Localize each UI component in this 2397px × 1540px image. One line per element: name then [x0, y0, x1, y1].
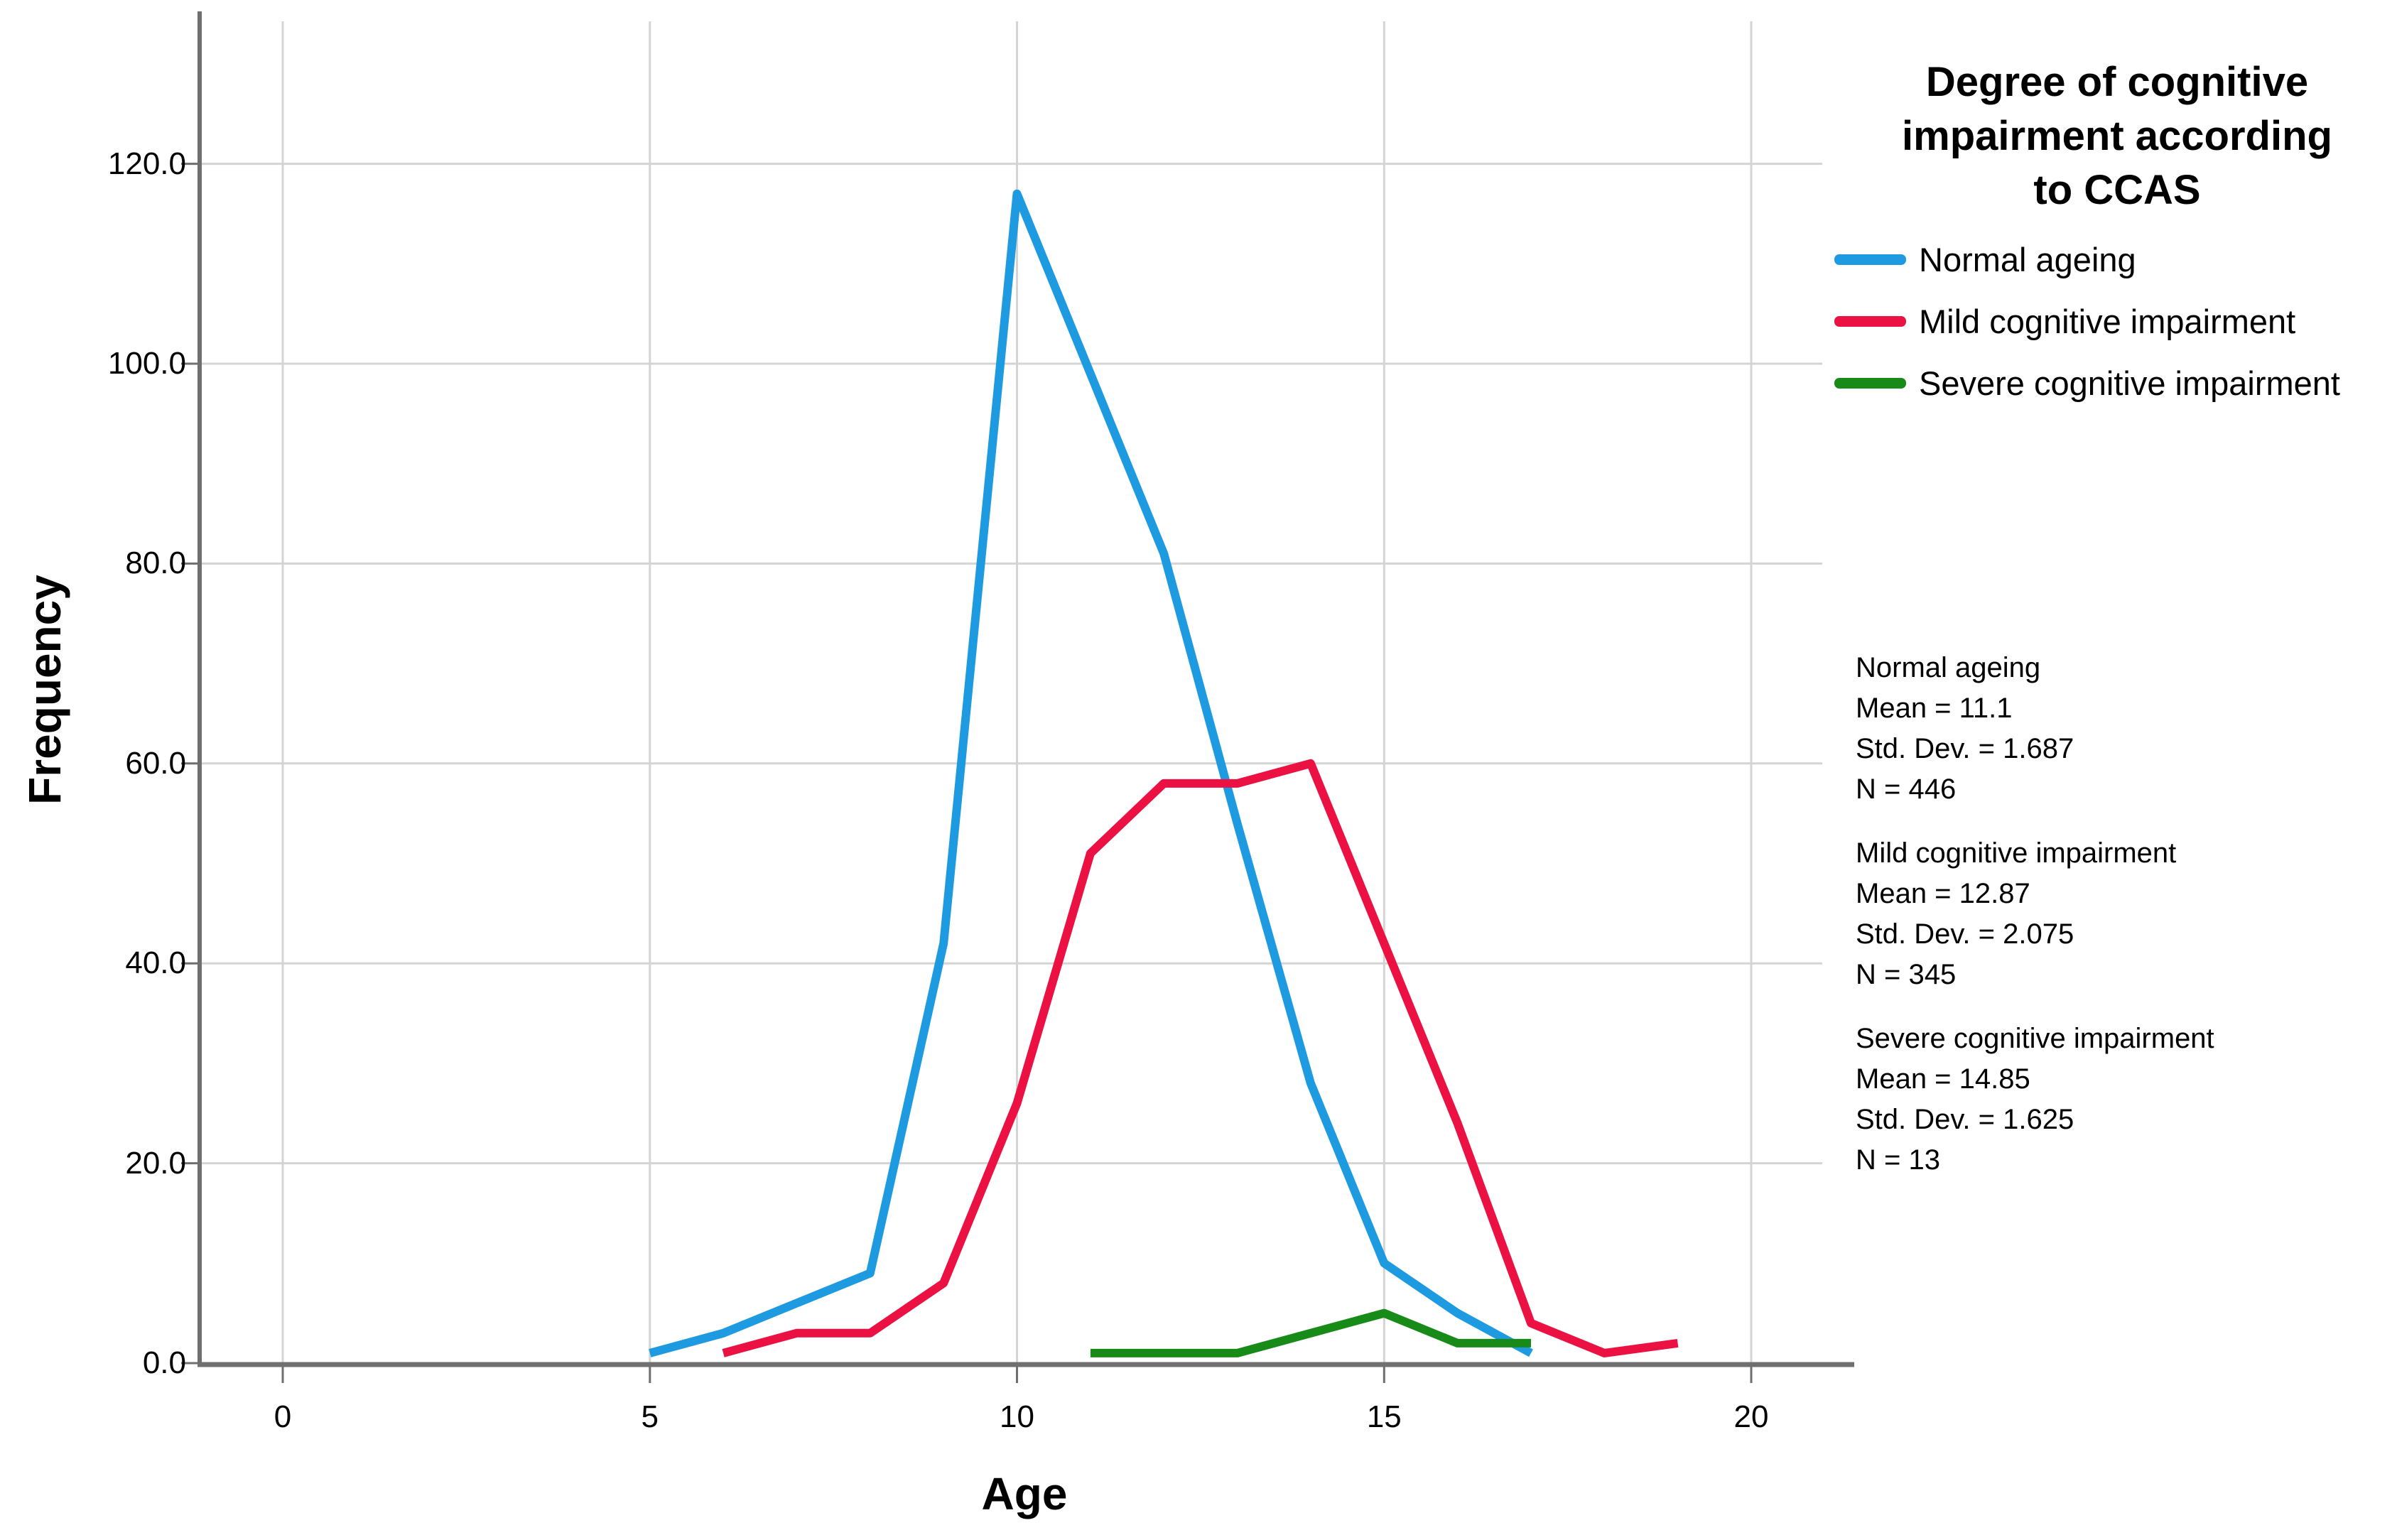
- legend-title-line: Degree of cognitive: [1925, 59, 2309, 105]
- stats-group: Severe cognitive impairment Mean = 14.85 S…: [1856, 1019, 2214, 1181]
- legend-title-line: impairment according: [1902, 113, 2332, 159]
- series-line-severe-cognitive-impairment: [1090, 1308, 1531, 1357]
- x-tick-label: 5: [641, 1399, 659, 1434]
- stats-line: N = 345: [1856, 959, 1957, 990]
- y-tick-label: 40.0: [125, 945, 186, 981]
- stats-line: Mean = 12.87: [1856, 878, 2030, 909]
- legend-label: Severe cognitive impairment: [1919, 364, 2340, 402]
- x-axis-title: Age: [981, 1468, 1068, 1519]
- legend: Normal ageing Mild cognitive impairment Se…: [1834, 229, 2340, 414]
- axes: [181, 11, 1854, 1383]
- y-tick-label: 0.0: [142, 1345, 186, 1380]
- stats-group: Normal ageing Mean = 11.1 Std. Dev. = 1.68…: [1856, 648, 2214, 810]
- series-line-normal-ageing: [649, 189, 1533, 1357]
- stats-group: Mild cognitive impairment Mean = 12.87 Std…: [1856, 833, 2214, 995]
- stats-line: Normal ageing: [1856, 652, 2041, 683]
- stats-line: Severe cognitive impairment: [1856, 1023, 2214, 1054]
- legend-item-mild-cognitive-impairment: Mild cognitive impairment: [1834, 291, 2340, 352]
- stats-line: N = 13: [1856, 1144, 1940, 1176]
- stats-line: Mean = 14.85: [1856, 1063, 2030, 1095]
- stats-line: Mild cognitive impairment: [1856, 837, 2177, 869]
- y-tick-label: 80.0: [125, 546, 186, 581]
- legend-title-line: to CCAS: [2033, 167, 2201, 213]
- x-tick-label: 15: [1366, 1399, 1402, 1434]
- y-tick-label: 120.0: [107, 146, 186, 181]
- y-tick-label: 100.0: [107, 346, 186, 381]
- legend-label: Normal ageing: [1919, 241, 2136, 278]
- stats-annotations: Normal ageing Mean = 11.1 Std. Dev. = 1.68…: [1856, 648, 2214, 1204]
- series-line-mild-cognitive-impairment: [722, 759, 1679, 1357]
- stats-line: Std. Dev. = 1.625: [1856, 1104, 2074, 1135]
- legend-item-severe-cognitive-impairment: Severe cognitive impairment: [1834, 352, 2340, 414]
- stats-line: N = 446: [1856, 774, 1957, 805]
- legend-title: Degree of cognitive impairment according t…: [1890, 55, 2344, 217]
- legend-swatch: [1834, 378, 1906, 389]
- stats-line: Std. Dev. = 2.075: [1856, 918, 2074, 950]
- gridlines: [200, 21, 1822, 1365]
- legend-label: Mild cognitive impairment: [1919, 303, 2296, 340]
- stats-line: Mean = 11.1: [1856, 693, 2013, 724]
- series-lines: [649, 189, 1679, 1357]
- legend-swatch: [1834, 316, 1906, 327]
- stats-line: Std. Dev. = 1.687: [1856, 733, 2074, 764]
- x-tick-label: 0: [274, 1399, 292, 1434]
- x-tick-label: 20: [1733, 1399, 1769, 1434]
- legend-item-normal-ageing: Normal ageing: [1834, 229, 2340, 291]
- y-axis-title: Frequency: [19, 575, 70, 805]
- x-tick-label: 10: [1000, 1399, 1034, 1434]
- y-tick-label: 60.0: [125, 745, 186, 781]
- legend-swatch: [1834, 254, 1906, 265]
- y-tick-label: 20.0: [125, 1145, 186, 1181]
